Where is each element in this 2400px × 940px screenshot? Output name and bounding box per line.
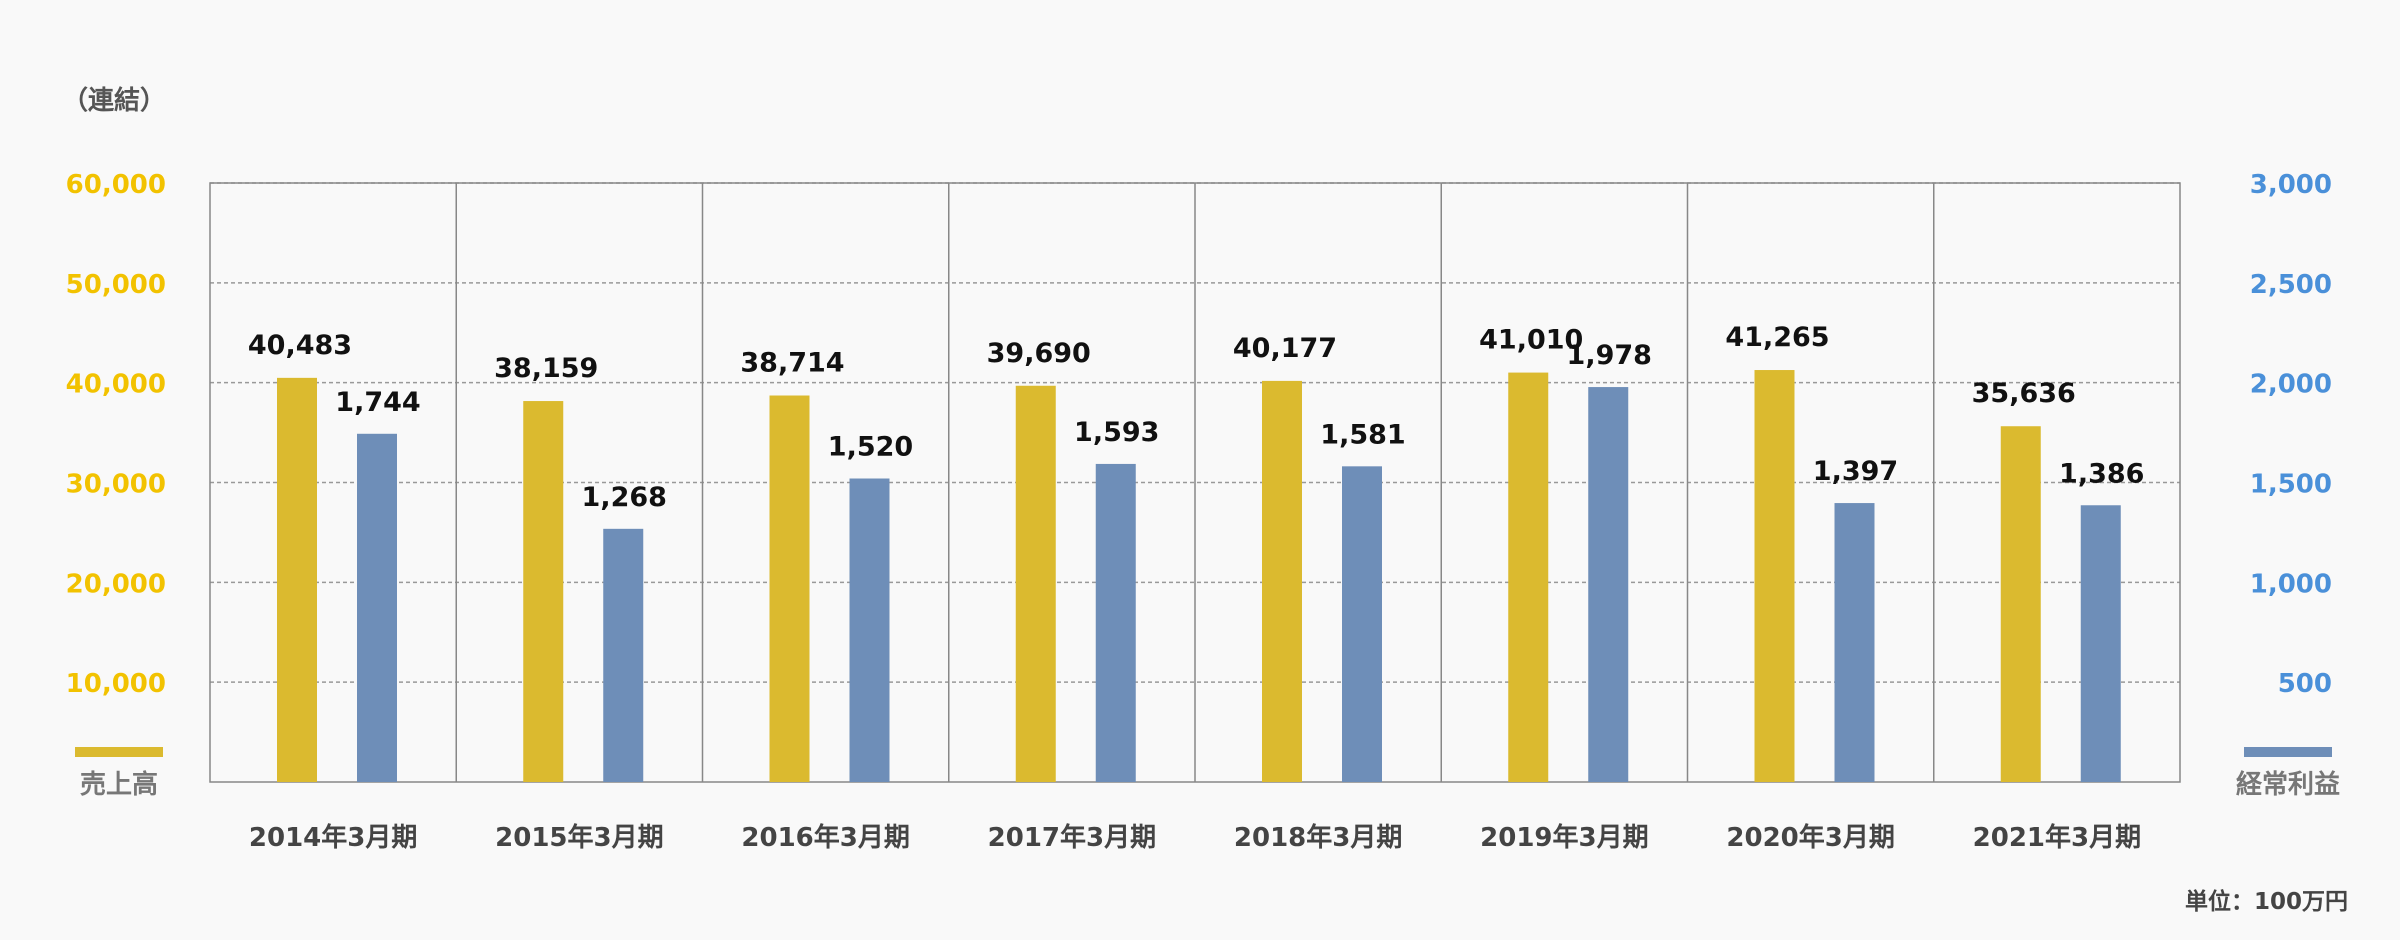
sales-bar [769, 395, 810, 782]
profit-value-label: 1,581 [1320, 419, 1405, 450]
right-axis-tick-label: 1,000 [2250, 569, 2332, 599]
category-label: 2021年3月期 [1973, 822, 2141, 853]
profit-bar [357, 433, 397, 782]
right-axis-tick-label: 3,000 [2250, 170, 2332, 200]
category-label: 2014年3月期 [249, 822, 417, 853]
profit-bar [1588, 387, 1629, 782]
profit-bar [849, 478, 890, 782]
sales-value-label: 38,714 [740, 348, 844, 379]
profit-value-label: 1,520 [828, 432, 913, 463]
right-axis-tick-label: 2,000 [2250, 370, 2332, 400]
sales-bar [1754, 370, 1795, 782]
right-axis-tick-label: 2,500 [2250, 270, 2332, 300]
left-axis-tick-label: 10,000 [66, 669, 166, 699]
sales-value-label: 38,159 [494, 353, 598, 384]
sales-bar [1015, 385, 1056, 782]
profit-value-label: 1,593 [1074, 417, 1159, 448]
sales-bar [523, 401, 564, 782]
profit-value-label: 1,397 [1813, 456, 1898, 487]
profit-value-label: 1,268 [582, 482, 667, 513]
profit-value-label: 1,386 [2059, 458, 2144, 489]
left-axis-tick-label: 20,000 [66, 569, 166, 599]
category-label: 2017年3月期 [988, 822, 1156, 853]
category-label: 2019年3月期 [1480, 822, 1648, 853]
profit-bar [1342, 466, 1382, 782]
sales-value-label: 39,690 [987, 338, 1091, 369]
unit-note: 単位：100万円 [2184, 889, 2348, 915]
sales-legend-label: 売上高 [80, 769, 158, 800]
sales-value-label: 40,177 [1233, 333, 1337, 364]
sales-bar [2000, 426, 2041, 782]
left-axis-tick-label: 40,000 [66, 370, 166, 400]
profit-legend-swatch [2244, 747, 2332, 757]
sales-bar [277, 377, 317, 782]
right-axis-tick-label: 500 [2278, 669, 2332, 699]
profit-bar [1095, 463, 1136, 782]
right-axis-tick-label: 1,500 [2250, 470, 2332, 500]
profit-legend-label: 経常利益 [2236, 769, 2340, 800]
sales-value-label: 41,010 [1479, 325, 1583, 356]
profit-bar [2080, 505, 2121, 782]
sales-bar [1508, 372, 1549, 782]
consolidated-note: （連結） [62, 86, 167, 116]
sales-value-label: 40,483 [248, 330, 352, 361]
profit-value-label: 1,744 [335, 387, 420, 418]
profit-bar [1834, 503, 1875, 782]
left-axis-tick-label: 30,000 [66, 470, 166, 500]
left-axis-tick-label: 60,000 [66, 170, 166, 200]
category-label: 2020年3月期 [1726, 822, 1894, 853]
sales-legend-swatch [75, 747, 163, 757]
sales-value-label: 35,636 [1972, 378, 2076, 409]
sales-value-label: 41,265 [1725, 322, 1829, 353]
sales-bar [1262, 380, 1302, 782]
profit-value-label: 1,978 [1567, 340, 1652, 371]
category-label: 2018年3月期 [1234, 822, 1402, 853]
profit-bar [603, 528, 644, 782]
category-label: 2015年3月期 [495, 822, 663, 853]
left-axis-tick-label: 50,000 [66, 270, 166, 300]
category-label: 2016年3月期 [741, 822, 909, 853]
